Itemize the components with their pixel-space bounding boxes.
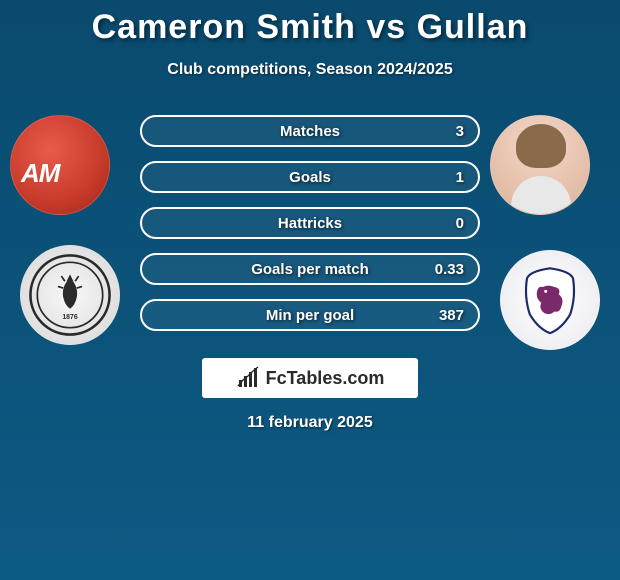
- stat-row: Goals 1: [140, 161, 480, 193]
- stat-value-right: 0: [456, 215, 464, 232]
- stat-row: Matches 3: [140, 115, 480, 147]
- stat-value-right: 1: [456, 169, 464, 186]
- chart-bars-icon: [236, 366, 260, 390]
- stat-value-right: 3: [456, 123, 464, 140]
- stat-value-right: 387: [439, 307, 464, 324]
- page-title: Cameron Smith vs Gullan: [0, 0, 620, 47]
- player-left-avatar: [10, 115, 110, 215]
- player-right-avatar: [490, 115, 590, 215]
- comparison-panel: 1876 Matches 3 Goals 1 Hattricks 0 Goals…: [0, 115, 620, 345]
- branding-badge[interactable]: FcTables.com: [202, 358, 418, 398]
- stat-label: Goals per match: [251, 261, 369, 278]
- thistle-icon: 1876: [27, 252, 113, 338]
- stat-value-right: 0.33: [435, 261, 464, 278]
- stat-label: Min per goal: [266, 307, 354, 324]
- branding-text: FcTables.com: [266, 368, 385, 389]
- svg-text:1876: 1876: [62, 314, 77, 321]
- stats-column: Matches 3 Goals 1 Hattricks 0 Goals per …: [140, 115, 480, 345]
- date-text: 11 february 2025: [247, 414, 372, 432]
- stat-label: Hattricks: [278, 215, 342, 232]
- subtitle: Club competitions, Season 2024/2025: [0, 61, 620, 79]
- club-right-crest: [500, 250, 600, 350]
- stat-row: Goals per match 0.33: [140, 253, 480, 285]
- club-left-crest: 1876: [20, 245, 120, 345]
- stat-row: Min per goal 387: [140, 299, 480, 331]
- stat-row: Hattricks 0: [140, 207, 480, 239]
- stat-label: Goals: [289, 169, 331, 186]
- stat-label: Matches: [280, 123, 340, 140]
- lion-shield-icon: [514, 264, 586, 336]
